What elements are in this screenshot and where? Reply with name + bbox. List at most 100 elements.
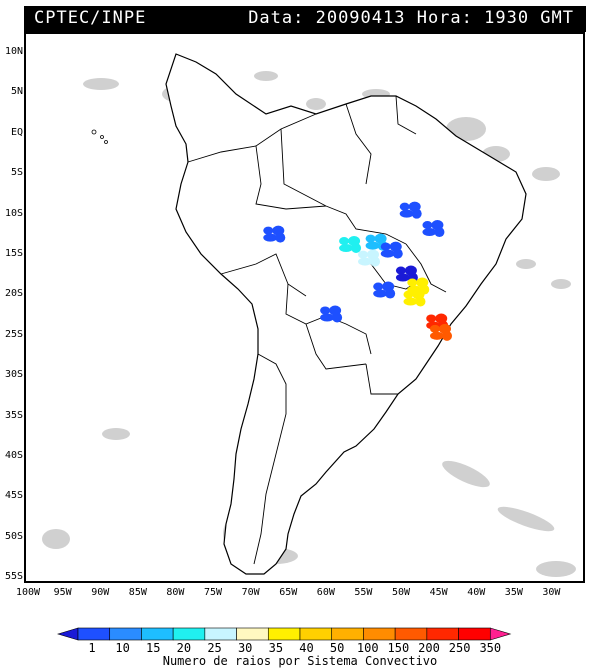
lat-tick-label: 30S (4, 369, 23, 381)
colorbar-swatch (236, 627, 269, 641)
colorbar-tick-label: 35 (269, 641, 283, 655)
lon-tick-label: 30W (542, 587, 561, 598)
galapagos-islands (91, 129, 108, 144)
colorbar-swatches (56, 627, 512, 641)
colorbar-tick-label: 50 (330, 641, 344, 655)
lightning-cluster (370, 256, 381, 267)
lightning-cluster (415, 296, 426, 307)
lon-tick-label: 40W (467, 587, 486, 598)
colorbar-tick-label: 15 (146, 641, 160, 655)
lightning-cluster (320, 313, 335, 322)
colorbar-tick-label: 10 (115, 641, 129, 655)
lat-tick-label: 15S (4, 248, 23, 259)
colorbar-tick-label: 250 (449, 641, 471, 655)
lat-tick-label: 40S (4, 450, 23, 461)
lightning-cluster (263, 233, 278, 242)
colorbar-tick-label: 20 (177, 641, 191, 655)
lightning-cluster (399, 202, 410, 211)
datetime-label: Data: 20090413 Hora: 1930 GMT (248, 8, 574, 28)
lightning-cluster (339, 244, 354, 253)
lightning-cluster (358, 250, 369, 259)
lightning-cluster (399, 209, 414, 218)
lat-tick-label: 50S (4, 530, 23, 542)
lightning-cluster (422, 228, 437, 237)
lat-tick-label: 5S (10, 167, 23, 179)
lon-tick-label: 70W (241, 587, 260, 598)
lightning-cluster (320, 306, 331, 315)
colorbar: 1 10 15 20 25 30 35 40 50 100 150 200 250 350 (56, 627, 512, 655)
lat-tick-label: 10N (4, 46, 23, 57)
colorbar-tick-label: 1 (88, 641, 95, 655)
colorbar-swatch (299, 627, 333, 641)
lightning-cluster (434, 227, 445, 238)
colorbar-tick-label: 30 (238, 641, 252, 655)
lat-tick-label: 45S (4, 490, 23, 502)
colorbar-tick-label: 25 (207, 641, 221, 655)
colorbar-swatch (426, 627, 459, 641)
lon-tick-label: 90W (91, 587, 110, 598)
lightning-cluster (358, 257, 373, 266)
lightning-cluster (373, 282, 384, 291)
colorbar-swatch (204, 627, 237, 641)
lightning-cluster (392, 248, 403, 259)
lon-tick-label: 65W (279, 587, 298, 598)
lat-tick-label: 55S (4, 571, 23, 583)
source-label: CPTEC/INPE (34, 8, 147, 28)
lat-tick-label: 20S (4, 288, 23, 300)
colorbar-tick-label: 200 (418, 641, 440, 655)
lightning-cluster (275, 232, 286, 243)
lightning-cluster (380, 242, 391, 251)
lightning-cluster (263, 226, 274, 235)
lat-tick-label: 35S (4, 409, 23, 421)
lightning-cluster (422, 221, 433, 230)
lon-tick-label: 85W (128, 587, 147, 598)
lightning-cluster (365, 234, 376, 243)
lat-tick-label: EQ (10, 126, 23, 138)
country-borders (187, 95, 447, 565)
colorbar-swatch (394, 627, 428, 641)
lon-tick-label: 60W (316, 587, 335, 598)
lon-tick-label: 75W (204, 587, 223, 598)
colorbar-tick-labels: 1 10 15 20 25 30 35 40 50 100 150 200 250 350 (88, 641, 501, 655)
lightning-cluster (365, 241, 380, 250)
map-frame (24, 32, 585, 583)
lightning-cluster (403, 290, 414, 299)
colorbar-left-arrow (56, 627, 79, 641)
south-america-map (42, 53, 576, 577)
colorbar-right-arrow (489, 627, 512, 641)
lightning-cluster (385, 288, 396, 299)
colorbar-tick-label: 350 (479, 641, 501, 655)
colorbar-swatch (331, 627, 364, 641)
lightning-cluster (373, 289, 388, 298)
lightning-cluster (332, 312, 343, 323)
colorbar-caption: Numero de raios por Sistema Convectivo (162, 654, 438, 668)
lightning-cluster (339, 237, 350, 246)
colorbar-swatch (109, 627, 142, 641)
colorbar-swatch (267, 627, 301, 641)
lightning-cluster (430, 324, 441, 333)
lon-tick-label: 50W (392, 587, 411, 598)
lightning-cluster (407, 278, 418, 287)
lon-tick-label: 100W (16, 587, 41, 598)
continent-outline (165, 53, 527, 575)
colorbar-swatch (172, 627, 206, 641)
colorbar-swatch (141, 627, 174, 641)
lon-tick-label: 55W (354, 587, 373, 598)
colorbar-swatch (363, 627, 396, 641)
colorbar-tick-label: 150 (388, 641, 410, 655)
colorbar-tick-label: 100 (357, 641, 379, 655)
lightning-cluster (430, 331, 445, 340)
lon-tick-label: 45W (429, 587, 448, 598)
lightning-cluster (351, 243, 362, 254)
lightning-cluster (411, 208, 422, 219)
lat-tick-label: 10S (4, 207, 23, 219)
colorbar-swatch (77, 627, 111, 641)
lightning-cluster (395, 266, 406, 275)
colorbar-tick-label: 40 (299, 641, 313, 655)
colorbar-swatch (458, 627, 491, 641)
lightning-cluster (403, 297, 418, 306)
map-header: CPTEC/INPE Data: 20090413 Hora: 1930 GMT (24, 6, 586, 32)
lat-tick-label: 25S (4, 328, 23, 340)
lightning-cluster (395, 273, 410, 282)
lon-tick-label: 95W (53, 587, 72, 598)
